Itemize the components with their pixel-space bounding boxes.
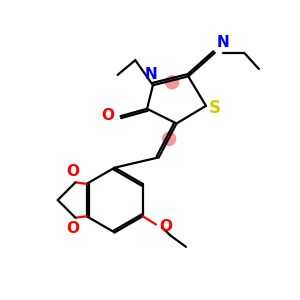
Circle shape bbox=[163, 133, 176, 146]
Text: O: O bbox=[160, 219, 172, 234]
Text: O: O bbox=[101, 108, 114, 123]
Text: O: O bbox=[67, 221, 80, 236]
Circle shape bbox=[166, 76, 178, 89]
Text: N: N bbox=[145, 67, 158, 82]
Text: N: N bbox=[216, 35, 229, 50]
Text: S: S bbox=[208, 99, 220, 117]
Text: O: O bbox=[67, 164, 80, 179]
